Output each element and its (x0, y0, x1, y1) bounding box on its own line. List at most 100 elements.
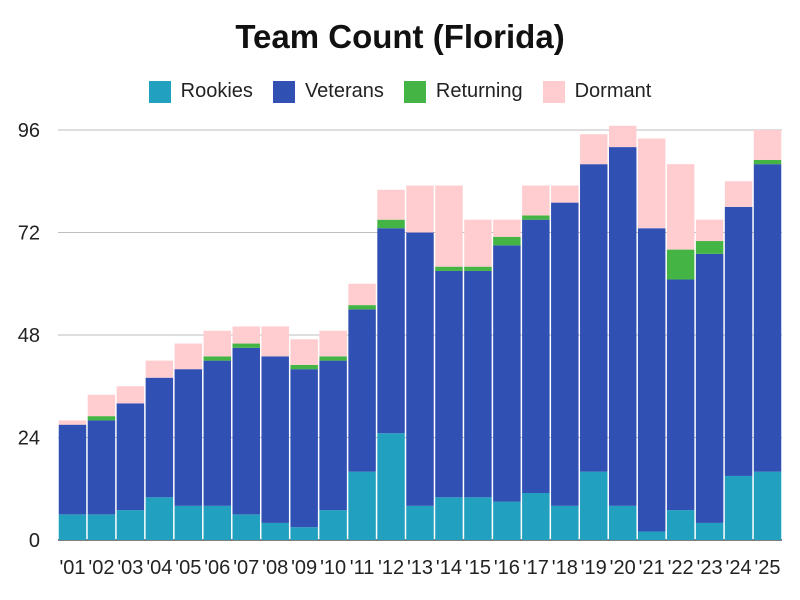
legend-swatch-dormant (542, 80, 565, 103)
bar-veterans-8 (290, 369, 318, 528)
legend-item-rookies[interactable]: Rookies (148, 80, 253, 103)
bar-rookies-13 (435, 497, 463, 540)
x-tick-label: '02 (88, 557, 114, 579)
bar-veterans-21 (666, 279, 695, 511)
bar-dormant-0 (58, 420, 87, 425)
bar-rookies-8 (290, 527, 318, 540)
bar-dormant-14 (464, 219, 492, 267)
x-tick-label: '06 (204, 557, 230, 579)
bar-rookies-6 (232, 514, 260, 540)
bar-veterans-1 (87, 420, 116, 515)
bar-veterans-18 (580, 164, 608, 472)
bar-returning-1 (87, 416, 116, 421)
bar-returning-5 (203, 356, 232, 361)
legend-item-veterans[interactable]: Veterans (272, 80, 384, 103)
bar-dormant-19 (608, 125, 637, 148)
bar-rookies-11 (377, 433, 405, 540)
bar-rookies-9 (319, 510, 347, 540)
bar-dormant-23 (724, 181, 753, 207)
x-tick-label: '19 (581, 557, 607, 579)
bar-dormant-2 (116, 386, 145, 404)
bar-rookies-16 (522, 493, 550, 540)
bar-rookies-14 (464, 497, 492, 540)
bar-veterans-15 (493, 245, 521, 502)
x-tick-label: '10 (320, 557, 346, 579)
bar-veterans-10 (348, 309, 376, 472)
x-tick-label: '04 (146, 557, 172, 579)
bar-dormant-11 (377, 189, 405, 220)
bar-veterans-3 (145, 377, 174, 498)
bar-dormant-6 (232, 326, 260, 344)
bar-returning-21 (666, 249, 695, 280)
x-tick-label: '20 (610, 557, 636, 579)
bar-rookies-0 (58, 514, 87, 540)
bar-rookies-24 (753, 471, 782, 540)
bar-rookies-3 (145, 497, 174, 540)
legend-swatch-rookies (148, 80, 171, 103)
bar-rookies-22 (695, 522, 724, 540)
bar-veterans-6 (232, 347, 260, 515)
x-tick-label: '14 (436, 557, 462, 579)
bar-dormant-24 (753, 130, 782, 160)
x-tick-label: '13 (407, 557, 433, 579)
bar-dormant-4 (174, 343, 203, 370)
bar-rookies-10 (348, 471, 376, 540)
bar-veterans-4 (174, 369, 203, 506)
bar-dormant-16 (522, 185, 550, 216)
x-tick-label: '01 (59, 557, 85, 579)
bar-returning-14 (464, 266, 492, 271)
bar-veterans-0 (58, 424, 87, 515)
y-tick-label: 0 (29, 530, 40, 552)
bar-veterans-13 (435, 270, 463, 498)
bar-veterans-23 (724, 206, 753, 476)
x-tick-label: '18 (552, 557, 578, 579)
bar-returning-10 (348, 305, 376, 310)
x-tick-label: '21 (639, 557, 665, 579)
bar-veterans-7 (261, 356, 289, 523)
y-tick-label: 48 (18, 325, 40, 347)
bar-veterans-22 (695, 253, 724, 523)
bar-veterans-20 (637, 228, 666, 532)
legend-label-veterans: Veterans (304, 80, 384, 102)
bar-rookies-17 (551, 505, 579, 540)
bar-veterans-14 (464, 270, 492, 498)
bar-rookies-23 (724, 475, 753, 540)
x-tick-label: '11 (350, 557, 375, 579)
bar-rookies-12 (406, 505, 434, 540)
legend-item-dormant[interactable]: Dormant (542, 80, 651, 103)
legend-label-returning: Returning (435, 80, 523, 102)
bar-dormant-20 (637, 138, 666, 229)
bar-veterans-12 (406, 232, 434, 506)
x-tick-label: '24 (726, 557, 752, 579)
legend: Rookies Veterans Returning Dormant (0, 80, 800, 103)
x-tick-label: '15 (465, 557, 491, 579)
x-tick-label: '12 (378, 557, 404, 579)
x-tick-label: '09 (291, 557, 317, 579)
bar-veterans-16 (522, 219, 550, 494)
bar-rookies-7 (261, 522, 289, 540)
bar-dormant-8 (290, 339, 318, 365)
bar-dormant-12 (406, 185, 434, 233)
bar-rookies-20 (637, 531, 666, 540)
bar-returning-8 (290, 364, 318, 370)
bar-veterans-19 (608, 147, 637, 506)
bar-veterans-5 (203, 360, 232, 506)
chart-title: Team Count (Florida) (235, 18, 565, 55)
bar-veterans-9 (319, 360, 347, 511)
x-tick-label: '03 (117, 557, 143, 579)
y-tick-label: 72 (18, 223, 40, 245)
bar-returning-9 (319, 356, 347, 361)
x-tick-label: '22 (668, 557, 694, 579)
bar-dormant-9 (319, 330, 347, 357)
legend-item-returning[interactable]: Returning (403, 80, 523, 103)
bar-returning-11 (377, 219, 405, 229)
bar-returning-22 (695, 241, 724, 254)
bar-dormant-10 (348, 283, 376, 306)
bar-dormant-7 (261, 326, 289, 357)
bar-veterans-24 (753, 164, 782, 472)
bar-rookies-2 (116, 510, 145, 540)
bar-returning-6 (232, 343, 260, 348)
bar-returning-15 (493, 236, 521, 246)
x-tick-label: '17 (523, 557, 549, 579)
